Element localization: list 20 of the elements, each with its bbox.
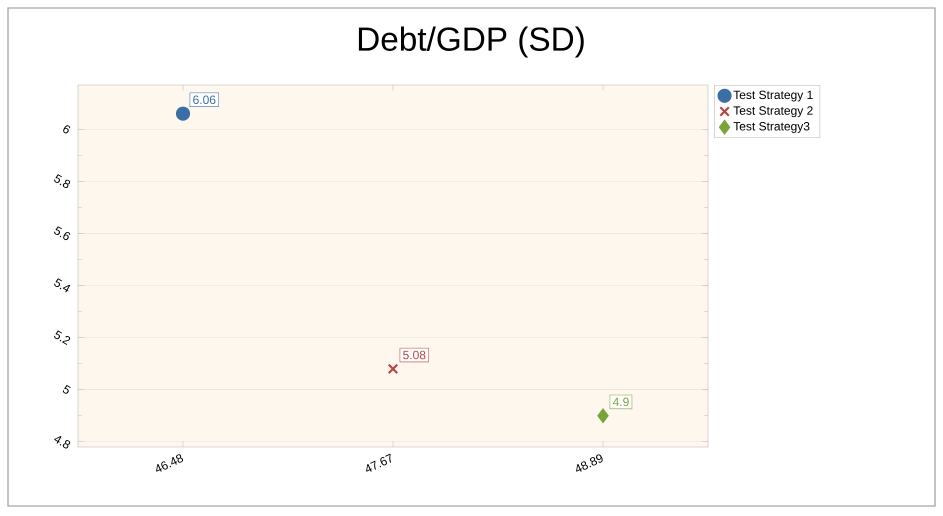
point: [176, 106, 190, 121]
data-label: 6.06: [193, 96, 216, 104]
x-tick-label: 46.48: [156, 454, 184, 472]
point: [597, 408, 609, 423]
y-tick-label: 5: [62, 384, 71, 394]
x-tick-label: 47.67: [366, 454, 392, 472]
legend-label: Test Strategy 1: [734, 90, 813, 102]
data-label: 5.08: [403, 350, 426, 360]
data-label: 4.9: [612, 398, 629, 406]
legend-label: Test Strategy3: [734, 122, 810, 133]
y-tick-label: 5.2: [54, 330, 70, 346]
y-tick-label: 5.4: [54, 278, 70, 292]
point: [388, 364, 398, 374]
x-tick-label: 48.89: [576, 454, 603, 472]
legend-label: Test Strategy 2: [734, 106, 813, 118]
y-tick-label: 4.8: [54, 436, 70, 448]
chart-title: Debt/GDP (SD): [358, 26, 584, 58]
y-tick-label: 6: [63, 125, 70, 134]
y-tick-label: 5.8: [54, 174, 70, 188]
y-tick-label: 5.6: [54, 226, 70, 240]
